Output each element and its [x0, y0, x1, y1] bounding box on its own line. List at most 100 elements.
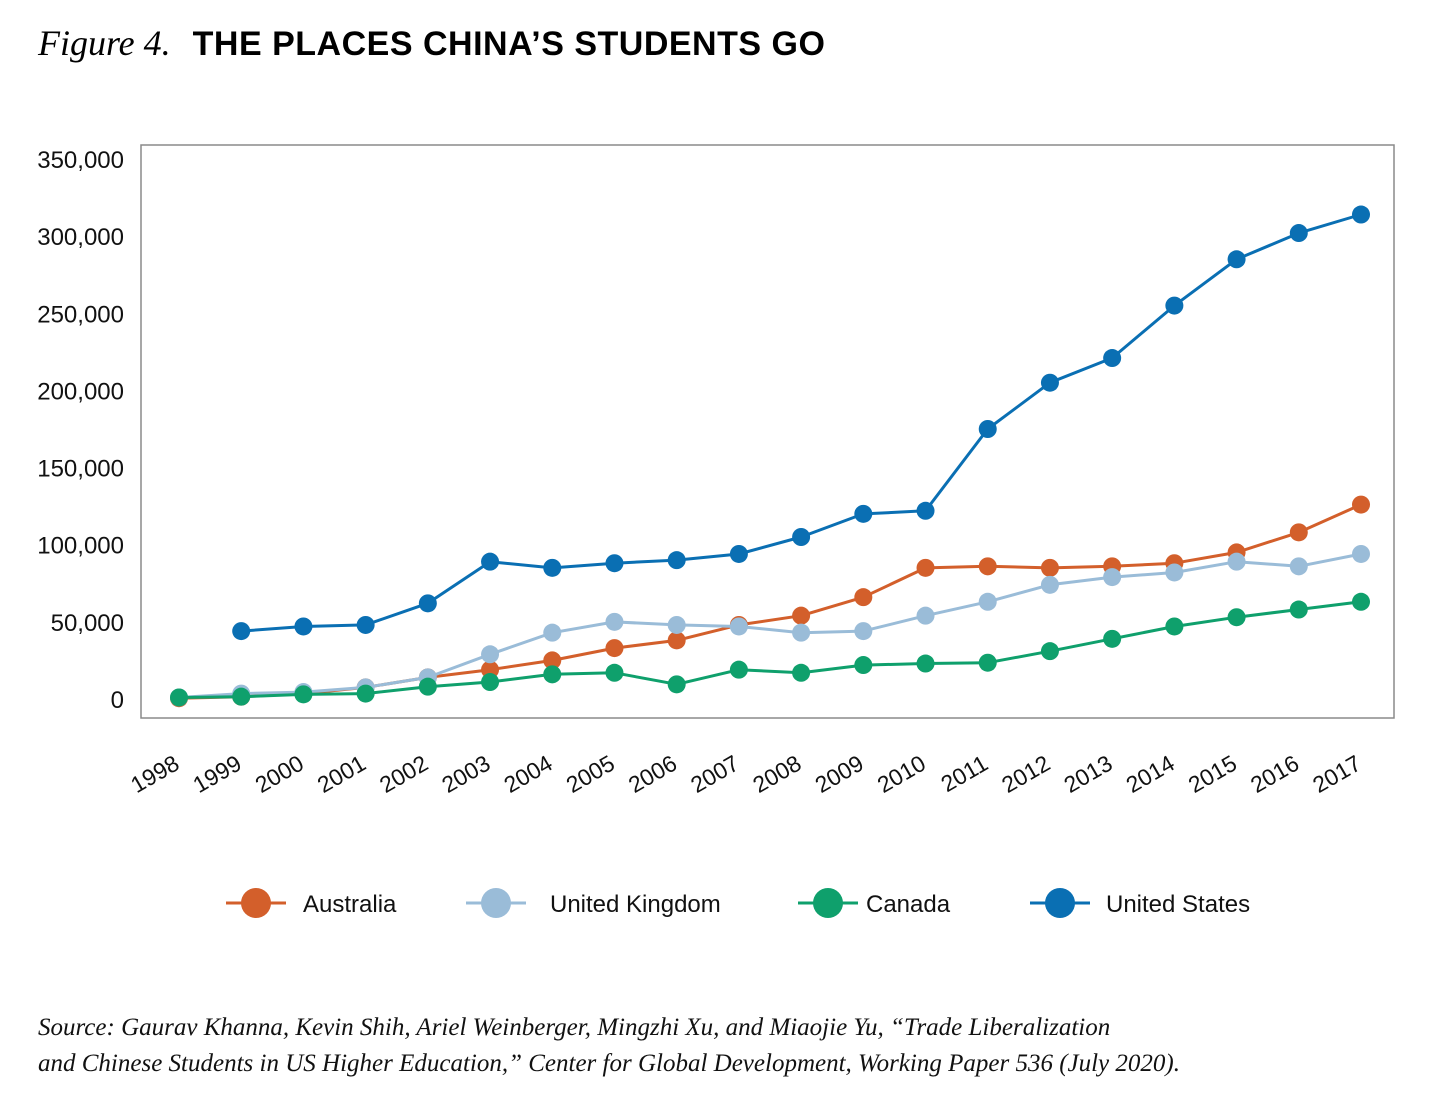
x-tick-label: 2004 — [499, 750, 556, 798]
y-axis: 0 50,000 100,000 150,000 200,000 250,000 300,0… — [37, 147, 124, 714]
legend-swatch-marker — [1045, 888, 1075, 918]
legend-label: United States — [1106, 891, 1250, 918]
x-tick-label: 2000 — [251, 750, 308, 798]
data-point-canada — [294, 685, 313, 704]
data-point-united-states — [356, 615, 375, 634]
data-point-australia — [481, 660, 500, 679]
legend-label: United Kingdom — [550, 891, 721, 918]
series-line-australia — [178, 503, 1362, 700]
data-point-united-states — [792, 528, 811, 546]
x-tick-label: 2005 — [562, 750, 619, 798]
series-line-canada — [178, 600, 1362, 699]
legend-item-australia: Australia — [226, 888, 397, 918]
data-point-australia — [605, 639, 624, 658]
data-point-united-states — [1352, 205, 1370, 224]
data-point-australia — [916, 558, 935, 577]
data-point-united-states — [294, 617, 313, 636]
data-point-united-kingdom — [667, 615, 686, 634]
data-point-canada — [605, 663, 624, 682]
x-tick-label: 2009 — [810, 750, 867, 798]
data-point-canada — [978, 653, 997, 672]
data-point-united-kingdom — [978, 592, 997, 611]
x-tick-label: 2003 — [437, 750, 494, 798]
x-tick-label: 2012 — [997, 750, 1054, 798]
legend-item-canada: Canada — [798, 888, 951, 918]
series-canada — [170, 592, 1370, 707]
data-point-united-states — [1040, 373, 1059, 392]
data-point-canada — [356, 684, 375, 703]
data-point-united-states — [418, 594, 437, 613]
data-point-united-states — [729, 544, 748, 563]
legend-swatch-marker — [481, 888, 511, 918]
source-line-2: and Chinese Students in US Higher Educat… — [38, 1050, 1180, 1077]
data-point-canada — [792, 663, 811, 682]
data-point-united-states — [854, 504, 873, 523]
data-point-united-states — [1289, 224, 1308, 243]
x-axis: 1998 1999 2000 2001 2002 2003 2004 2005 2006 2007… — [126, 750, 1365, 798]
y-tick-label: 300,000 — [37, 224, 124, 251]
series-united-states — [232, 205, 1370, 641]
data-point-australia — [1040, 558, 1059, 577]
data-point-canada — [667, 675, 686, 694]
legend: Australia United Kingdom Canada United Stat… — [226, 888, 1250, 918]
series-line-united-kingdom — [178, 552, 1362, 699]
legend-label: Australia — [303, 891, 397, 918]
data-point-canada — [232, 687, 251, 706]
data-point-united-states — [481, 552, 500, 571]
data-point-united-kingdom — [481, 645, 500, 664]
data-point-australia — [667, 631, 686, 650]
x-tick-label: 1999 — [188, 750, 245, 798]
data-point-australia — [792, 606, 811, 625]
data-point-canada — [481, 673, 500, 692]
data-point-united-states — [667, 551, 686, 570]
data-point-united-states — [232, 622, 251, 641]
source-note: Source: Gaurav Khanna, Kevin Shih, Ariel… — [38, 1010, 1418, 1082]
data-point-canada — [1227, 608, 1246, 627]
data-point-canada — [1165, 617, 1184, 636]
data-point-united-kingdom — [1227, 552, 1246, 571]
y-tick-label: 250,000 — [37, 301, 124, 328]
data-point-australia — [1352, 495, 1370, 514]
data-point-united-states — [1165, 296, 1184, 315]
data-point-canada — [543, 665, 562, 684]
y-tick-label: 100,000 — [37, 533, 124, 560]
data-point-united-kingdom — [1103, 568, 1122, 587]
source-line-1: Source: Gaurav Khanna, Kevin Shih, Ariel… — [38, 1014, 1111, 1041]
data-point-united-kingdom — [792, 623, 811, 642]
legend-label: Canada — [866, 891, 951, 918]
data-point-canada — [170, 688, 188, 707]
x-tick-label: 2011 — [936, 750, 992, 797]
x-tick-label: 2001 — [313, 750, 370, 798]
data-point-canada — [916, 654, 935, 673]
data-point-united-kingdom — [1289, 557, 1308, 576]
legend-swatch-marker — [813, 888, 843, 918]
y-tick-label: 350,000 — [37, 147, 124, 174]
series-layer — [170, 205, 1370, 708]
data-point-united-kingdom — [543, 623, 562, 642]
data-point-australia — [543, 651, 562, 670]
data-point-canada — [1352, 592, 1370, 611]
x-tick-label: 1998 — [126, 750, 183, 798]
data-point-united-kingdom — [729, 617, 748, 636]
data-point-canada — [854, 656, 873, 675]
data-point-united-kingdom — [854, 622, 873, 641]
data-point-australia — [854, 588, 873, 607]
data-point-australia — [978, 557, 997, 576]
series-australia — [170, 495, 1370, 708]
legend-swatch-marker — [241, 888, 271, 918]
data-point-united-states — [1227, 250, 1246, 269]
x-tick-label: 2010 — [873, 750, 930, 798]
figure-title: THE PLACES CHINA’S STUDENTS GO — [192, 25, 826, 63]
data-point-canada — [729, 660, 748, 679]
data-point-united-kingdom — [1352, 544, 1370, 563]
x-tick-label: 2006 — [624, 750, 681, 798]
x-tick-label: 2017 — [1308, 750, 1365, 798]
y-tick-label: 0 — [111, 687, 124, 714]
legend-item-united-states: United States — [1030, 888, 1250, 918]
plot-frame — [140, 144, 1395, 719]
y-tick-label: 50,000 — [51, 610, 124, 637]
x-tick-label: 2013 — [1059, 750, 1116, 798]
x-tick-label: 2008 — [748, 750, 805, 798]
data-point-united-states — [543, 558, 562, 577]
x-tick-label: 2016 — [1246, 750, 1303, 798]
